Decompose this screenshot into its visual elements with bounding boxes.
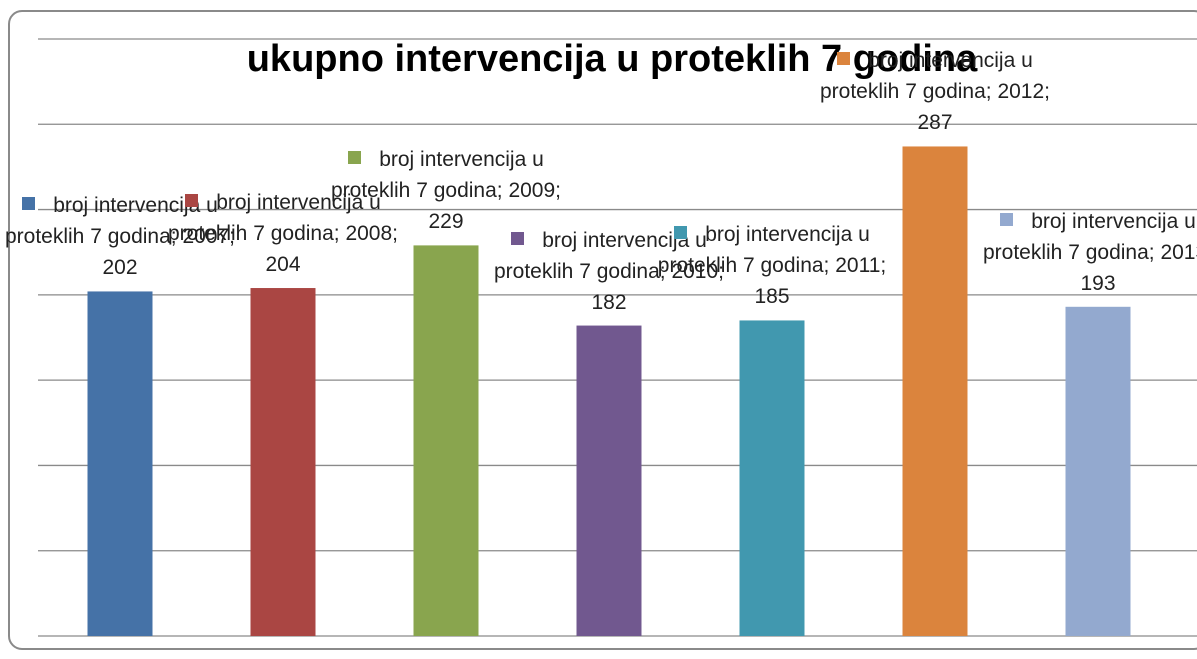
legend-key — [348, 151, 362, 165]
data-label: broj intervencija u proteklih 7 godina; … — [973, 206, 1197, 299]
chart-title: ukupno intervencija u proteklih 7 godina — [246, 38, 978, 80]
data-label: broj intervencija u proteklih 7 godina; … — [647, 219, 897, 312]
data-label-text: broj intervencija u proteklih 7 godina; … — [493, 228, 724, 314]
bar — [576, 325, 642, 636]
bar — [739, 320, 805, 636]
data-label-text: broj intervencija u proteklih 7 godina; … — [330, 148, 561, 234]
bar — [250, 288, 316, 636]
legend-key — [511, 231, 525, 245]
legend-key — [185, 194, 199, 208]
bar — [413, 245, 479, 637]
legend-key — [837, 52, 851, 66]
bar — [1065, 306, 1131, 636]
bar — [902, 146, 968, 636]
bar — [87, 291, 153, 636]
data-label-text: broj intervencija u proteklih 7 godina; … — [819, 49, 1050, 135]
data-label-text: broj intervencija u proteklih 7 godina; … — [167, 191, 398, 277]
data-label-text: broj intervencija u proteklih 7 godina; … — [4, 194, 235, 280]
data-label: broj intervencija u proteklih 7 godina; … — [321, 144, 571, 237]
data-label: broj intervencija u proteklih 7 godina; … — [484, 225, 734, 318]
chart-frame — [8, 10, 1197, 650]
data-label-text: broj intervencija u proteklih 7 godina; … — [657, 223, 887, 309]
legend-key — [1000, 212, 1014, 226]
data-label: broj intervencija u proteklih 7 godina; … — [0, 190, 245, 283]
legend-key — [22, 197, 36, 211]
data-label: broj intervencija u proteklih 7 godina; … — [158, 187, 408, 280]
data-label: broj intervencija u proteklih 7 godina; … — [810, 45, 1060, 138]
legend-key — [674, 226, 688, 240]
data-label-text: broj intervencija u proteklih 7 godina; … — [982, 209, 1197, 295]
